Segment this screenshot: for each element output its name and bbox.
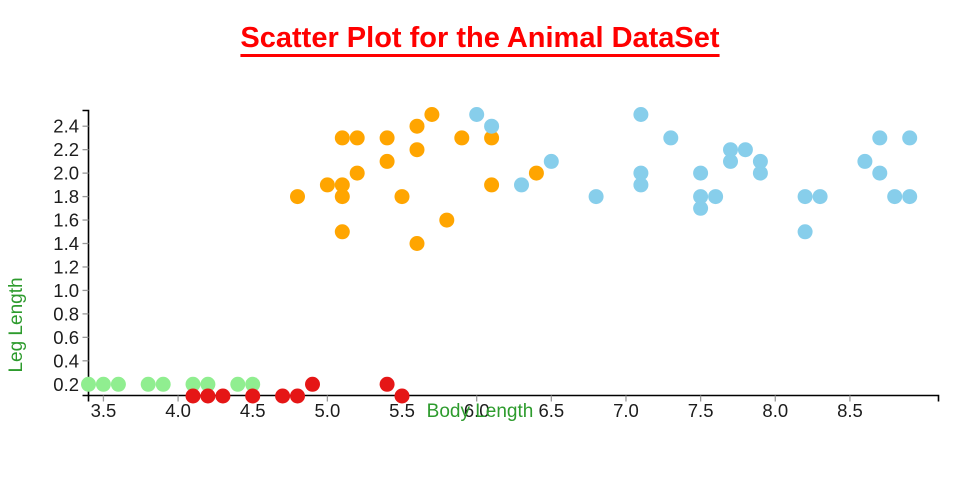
data-point	[469, 107, 485, 122]
data-point	[484, 118, 500, 134]
data-point	[319, 177, 335, 193]
data-point	[439, 212, 455, 228]
data-point	[215, 388, 231, 404]
data-point	[110, 376, 126, 392]
data-point	[528, 165, 544, 181]
data-point	[708, 189, 724, 205]
data-point	[81, 376, 96, 392]
data-point	[95, 376, 111, 392]
data-point	[752, 165, 768, 181]
data-point	[812, 189, 828, 205]
y-axis-spine	[82, 109, 90, 397]
data-point	[155, 376, 171, 392]
data-point	[887, 189, 903, 205]
y-tick-label: 0.4	[53, 350, 79, 371]
data-point	[633, 177, 649, 193]
data-point	[334, 177, 350, 193]
data-point	[185, 376, 201, 392]
chart-title: Scatter Plot for the Animal DataSet	[240, 22, 720, 54]
x-tick-label: 7.0	[613, 400, 639, 421]
x-tick-label: 4.5	[240, 400, 266, 421]
y-tick-label: 0.2	[53, 374, 79, 395]
x-tick-label: 7.5	[688, 400, 714, 421]
data-point	[633, 107, 649, 122]
data-point	[379, 130, 395, 146]
y-axis-label: Leg Length	[6, 277, 27, 373]
data-point	[723, 153, 738, 169]
x-tick-label: 5.0	[315, 400, 341, 421]
data-point	[454, 130, 470, 146]
data-point	[424, 107, 440, 122]
x-tick-label: 6.5	[538, 400, 564, 421]
y-tick-label: 1.4	[53, 233, 79, 254]
x-tick-label: 8.5	[837, 400, 863, 421]
x-tick-label: 8.0	[762, 400, 788, 421]
data-point	[902, 189, 918, 205]
y-tick-label: 1.6	[53, 210, 79, 231]
data-point	[334, 130, 350, 146]
data-point	[409, 118, 425, 134]
data-point	[394, 189, 410, 205]
data-point	[290, 388, 305, 404]
x-axis-label: Body Length	[426, 401, 534, 422]
x-tick-label: 6.0	[464, 400, 490, 421]
data-point	[409, 142, 425, 158]
y-tick-label: 0.6	[53, 327, 79, 348]
y-tick-label: 1.2	[53, 256, 79, 277]
x-axis-spine	[87, 394, 940, 402]
data-point	[394, 388, 410, 404]
data-point	[484, 177, 500, 193]
data-point	[857, 153, 873, 169]
data-point	[514, 177, 529, 193]
data-point	[797, 224, 813, 240]
data-point	[693, 165, 709, 181]
data-point	[409, 236, 425, 251]
x-tick-label: 4.0	[165, 400, 191, 421]
data-point	[752, 153, 768, 169]
data-point	[349, 130, 365, 146]
y-tick-label: 1.0	[53, 280, 79, 301]
data-point	[230, 376, 246, 392]
data-point	[872, 130, 888, 146]
data-point	[200, 376, 216, 392]
data-point	[290, 189, 305, 205]
data-point	[305, 376, 320, 392]
data-point	[245, 388, 261, 404]
y-tick-label: 0.8	[53, 303, 79, 324]
data-point	[588, 189, 604, 205]
data-point	[872, 165, 888, 181]
data-point	[663, 130, 679, 146]
data-point	[334, 189, 350, 205]
data-point	[245, 376, 261, 392]
data-point	[379, 376, 395, 392]
data-point	[334, 224, 350, 240]
data-point	[693, 200, 709, 216]
data-point	[349, 165, 365, 181]
data-point	[185, 388, 201, 404]
data-point	[484, 130, 500, 146]
y-tick-label: 2.0	[53, 163, 79, 184]
y-tick-label: 2.4	[53, 116, 79, 137]
data-point	[379, 153, 395, 169]
data-point	[737, 142, 753, 158]
data-point	[543, 153, 559, 169]
data-point	[693, 189, 709, 205]
data-point	[633, 165, 649, 181]
data-point	[902, 130, 918, 146]
data-point	[723, 142, 738, 158]
data-point	[797, 189, 813, 205]
data-point	[275, 388, 291, 404]
data-point	[140, 376, 156, 392]
data-point	[200, 388, 216, 404]
x-tick-label: 3.5	[91, 400, 117, 421]
y-tick-label: 2.2	[53, 139, 79, 160]
x-tick-label: 5.5	[389, 400, 415, 421]
y-tick-label: 1.8	[53, 186, 79, 207]
